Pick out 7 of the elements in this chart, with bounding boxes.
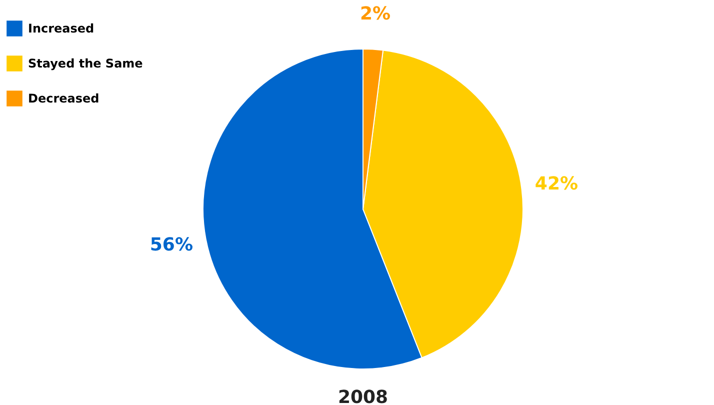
legend-label: Stayed the Same bbox=[28, 56, 143, 70]
data-label: 42% bbox=[534, 174, 578, 195]
text: 2008 bbox=[338, 387, 388, 405]
legend-label: Increased bbox=[28, 22, 94, 36]
data-label: 2% bbox=[360, 3, 391, 24]
data-label: 56% bbox=[150, 234, 193, 256]
legend-label: Decreased bbox=[28, 92, 100, 106]
